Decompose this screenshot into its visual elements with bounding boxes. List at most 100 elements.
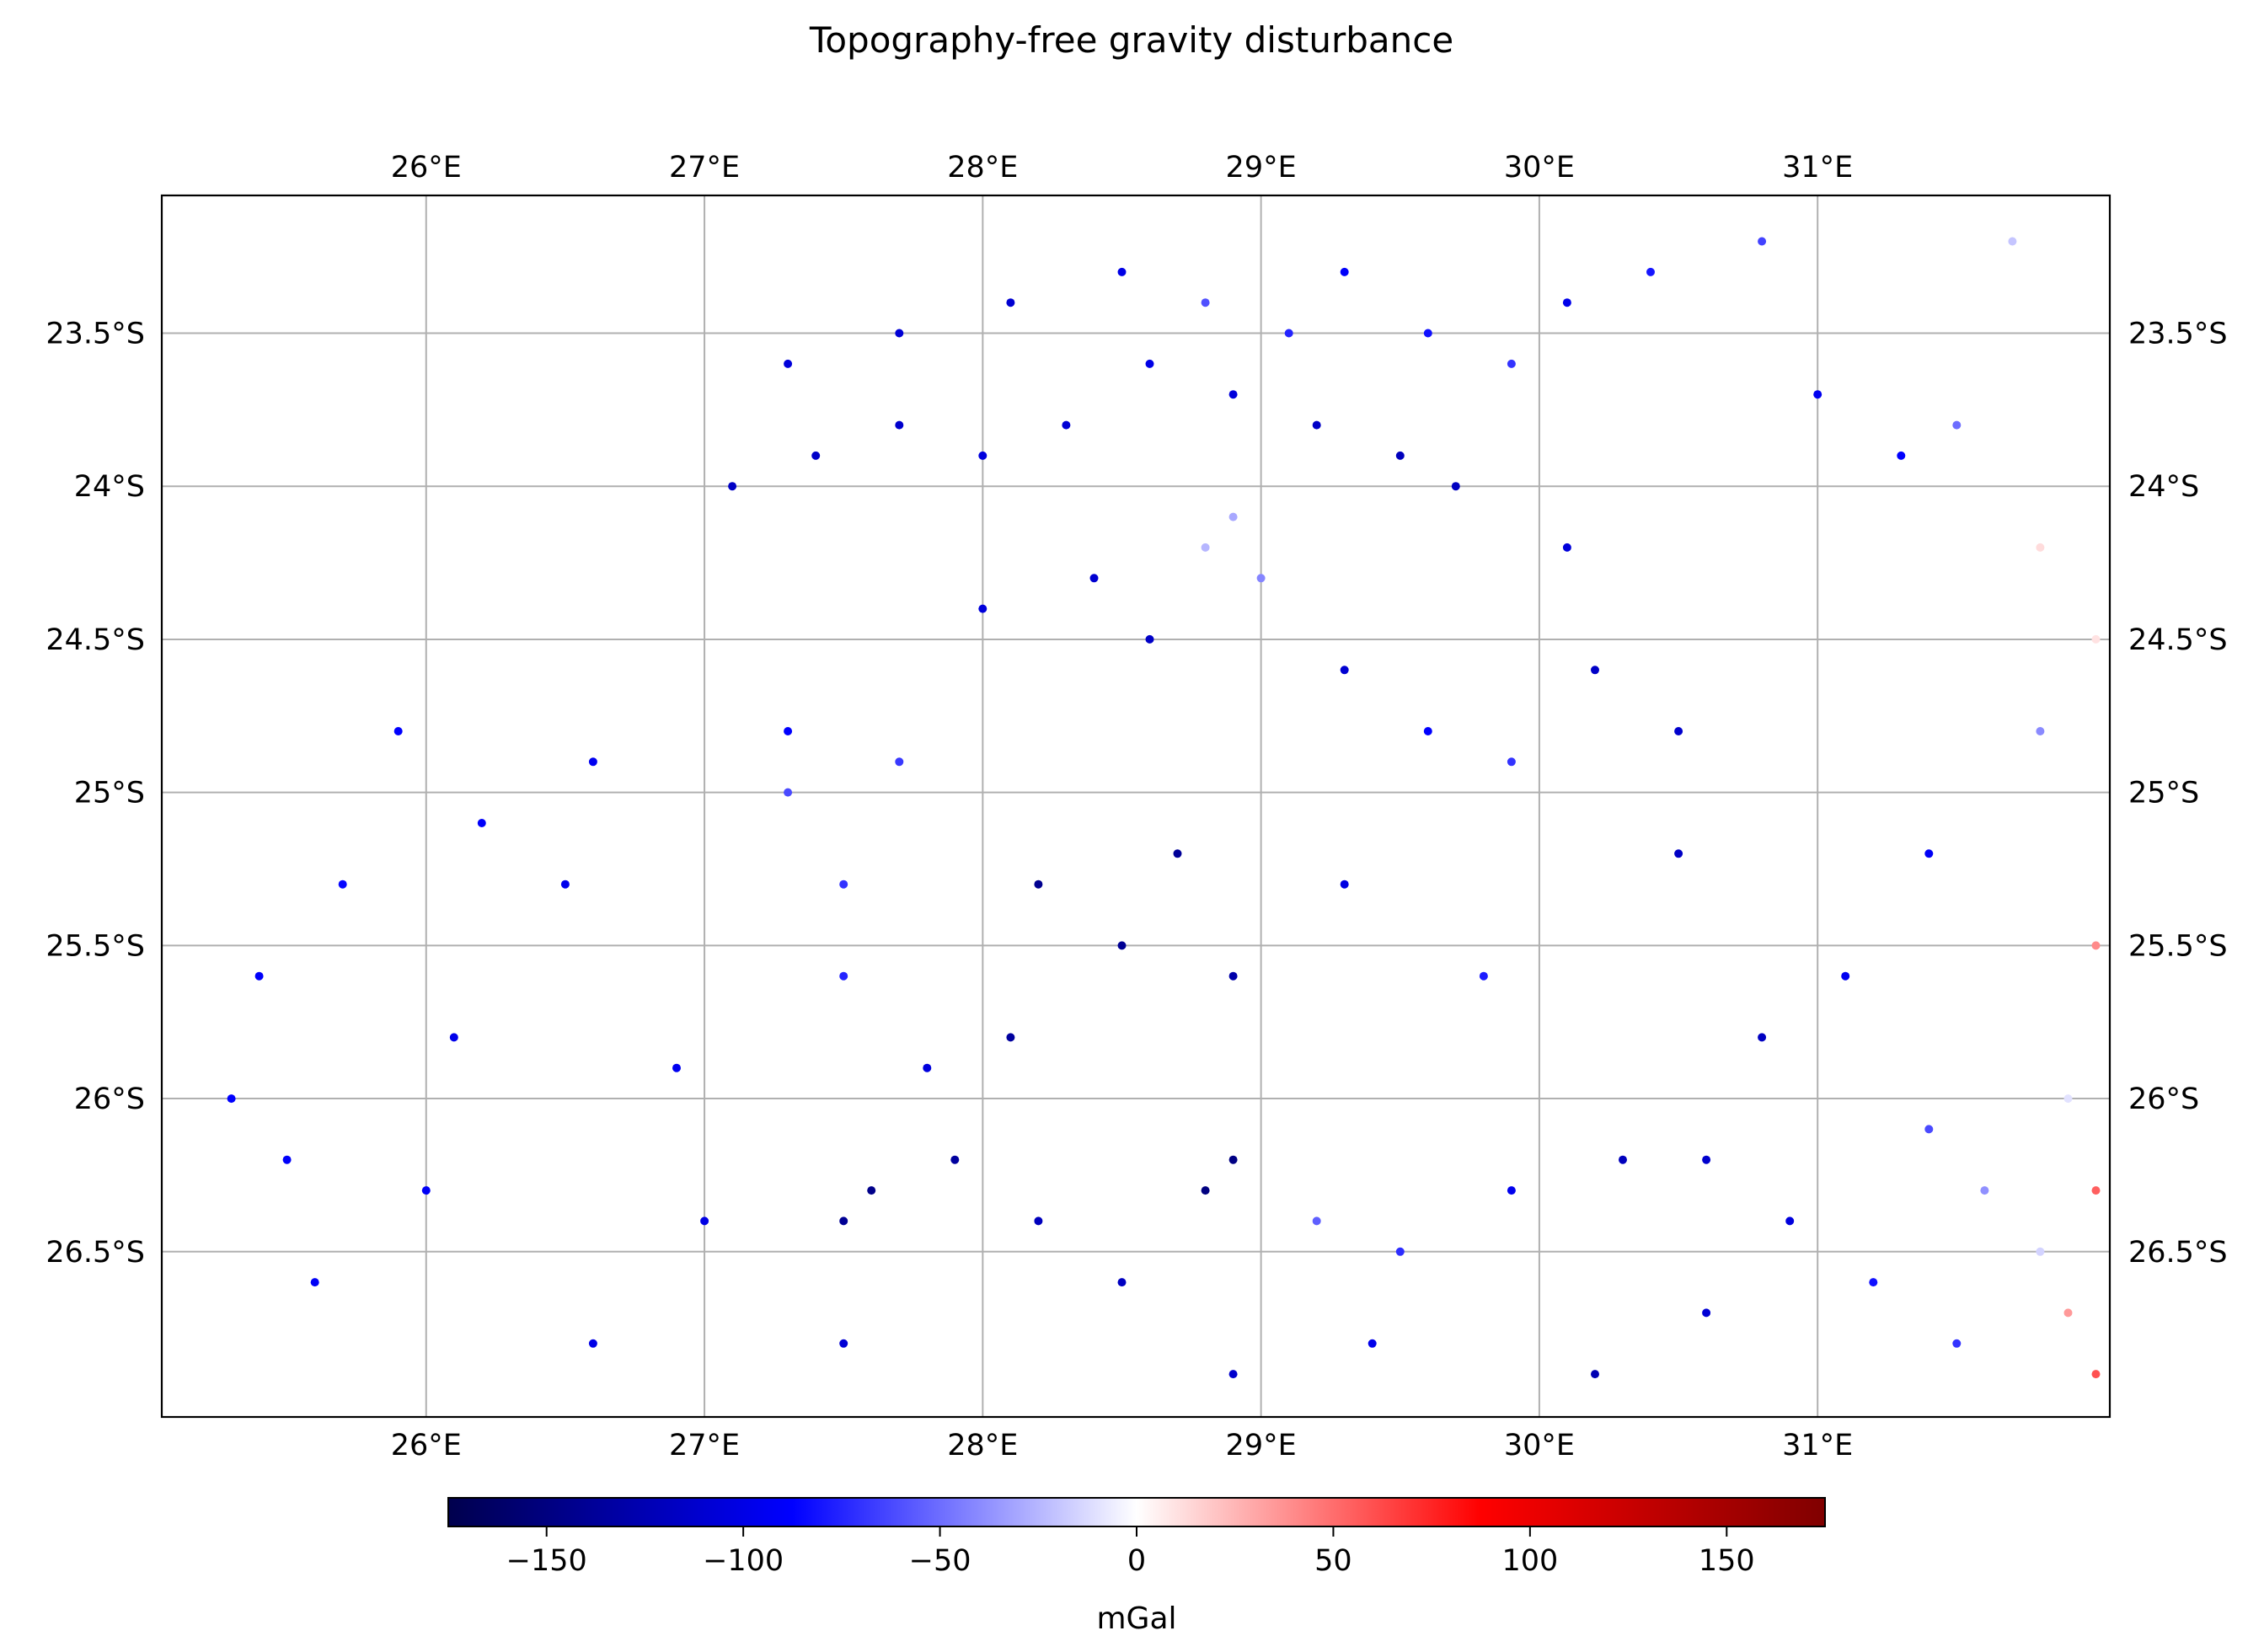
data-point (1228, 971, 1238, 981)
data-point (839, 1216, 848, 1226)
x-tick-label: 27°E (669, 151, 740, 184)
data-point (1228, 1155, 1238, 1164)
data-point (1145, 359, 1154, 368)
data-point (2036, 1247, 2045, 1256)
data-point (1952, 1339, 1962, 1348)
data-point (700, 1216, 709, 1226)
data-point (2063, 1094, 2073, 1104)
x-tick-label: 28°E (947, 1429, 1018, 1462)
y-tick-label: 24.5°S (45, 623, 145, 657)
gridlines (162, 195, 2110, 1417)
y-tick-label: 26.5°S (45, 1236, 145, 1270)
data-point (1646, 267, 1655, 276)
data-point (1034, 1216, 1043, 1226)
colorbar-tick-label: −50 (909, 1544, 971, 1578)
data-point (2091, 1186, 2101, 1195)
y-axis-right-ticks: 23.5°S 24°S 24.5°S 25°S 25.5°S 26°S 26.5°S (2128, 318, 2228, 1270)
data-point (1980, 1186, 1989, 1195)
data-point (1228, 512, 1238, 521)
data-point (978, 451, 987, 460)
data-point (1201, 543, 1210, 552)
y-tick-label: 25.5°S (2128, 929, 2228, 963)
data-point (728, 482, 737, 491)
y-tick-label: 26°S (2128, 1083, 2199, 1116)
colorbar-tick-label: −100 (703, 1544, 784, 1578)
data-points (227, 237, 2101, 1379)
data-point (1256, 574, 1266, 583)
data-point (1507, 359, 1516, 368)
data-point (1006, 298, 1015, 307)
data-point (1201, 298, 1210, 307)
data-point (227, 1094, 236, 1104)
data-point (1201, 1186, 1210, 1195)
data-point (1619, 1155, 1627, 1164)
y-tick-label: 25°S (74, 777, 145, 810)
data-point (1395, 451, 1405, 460)
data-point (1145, 634, 1154, 644)
data-point (1674, 849, 1683, 858)
x-tick-label: 31°E (1782, 151, 1853, 184)
data-point (588, 757, 597, 767)
data-point (2091, 941, 2101, 950)
x-tick-label: 29°E (1226, 1429, 1297, 1462)
y-axis-left-ticks: 23.5°S 24°S 24.5°S 25°S 25.5°S 26°S 26.5°S (45, 318, 145, 1270)
data-point (1312, 1216, 1321, 1226)
data-point (1395, 1247, 1405, 1256)
data-point (1562, 298, 1571, 307)
data-point (923, 1063, 932, 1072)
colorbar: −150 −100 −50 0 50 100 150 mGal (447, 1497, 1826, 1636)
x-tick-label: 26°E (391, 1429, 462, 1462)
data-point (2091, 634, 2101, 644)
x-axis-top-ticks: 26°E 27°E 28°E 29°E 30°E 31°E (391, 151, 1854, 184)
data-point (784, 727, 793, 735)
colorbar-tick-label: 0 (1127, 1544, 1146, 1578)
data-point (1785, 1216, 1795, 1226)
data-point (2091, 1370, 2101, 1379)
data-point (1591, 1370, 1599, 1379)
data-point (1507, 757, 1516, 767)
x-tick-label: 30°E (1504, 151, 1575, 184)
data-point (1924, 849, 1934, 858)
data-point (1952, 420, 1962, 430)
data-point (839, 1339, 848, 1348)
data-point (1367, 1339, 1377, 1348)
data-point (1340, 879, 1349, 889)
data-point (895, 329, 904, 338)
data-point (1284, 329, 1293, 338)
data-point (895, 757, 904, 767)
data-point (2063, 1308, 2073, 1318)
data-point (1869, 1278, 1878, 1287)
data-point (1758, 237, 1767, 246)
y-tick-label: 26°S (74, 1083, 145, 1116)
colorbar-tick-label: 100 (1501, 1544, 1558, 1578)
data-point (1897, 451, 1906, 460)
data-point (672, 1063, 681, 1072)
data-point (282, 1155, 292, 1164)
data-point (1702, 1155, 1711, 1164)
data-point (1117, 941, 1127, 950)
data-point (1562, 543, 1571, 552)
data-point (1924, 1125, 1934, 1134)
plot-frame (160, 194, 2111, 1419)
y-tick-label: 24.5°S (2128, 623, 2228, 657)
data-point (978, 604, 987, 613)
data-point (895, 420, 904, 430)
data-point (1674, 727, 1683, 735)
data-point (839, 971, 848, 981)
data-point (1117, 267, 1127, 276)
data-point (1479, 971, 1488, 981)
data-point (2036, 727, 2045, 735)
y-tick-label: 25°S (2128, 777, 2199, 810)
data-point (2036, 543, 2045, 552)
data-point (1702, 1308, 1711, 1318)
data-point (1813, 390, 1822, 399)
data-point (560, 879, 570, 889)
data-point (784, 788, 793, 797)
y-tick-label: 23.5°S (45, 318, 145, 351)
colorbar-tick-label: −150 (506, 1544, 587, 1578)
data-point (1340, 666, 1349, 675)
y-tick-label: 24°S (74, 470, 145, 504)
colorbar-gradient (447, 1497, 1826, 1527)
colorbar-tick-label: 150 (1699, 1544, 1755, 1578)
